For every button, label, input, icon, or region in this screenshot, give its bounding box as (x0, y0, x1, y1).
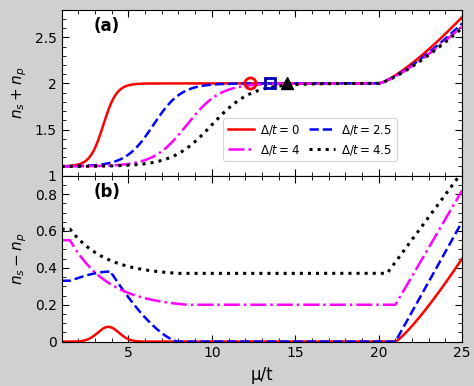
Text: (b): (b) (94, 183, 120, 201)
X-axis label: μ/t: μ/t (251, 366, 273, 384)
Y-axis label: $n_s-n_p$: $n_s-n_p$ (11, 232, 29, 285)
Text: (a): (a) (94, 17, 120, 35)
Y-axis label: $n_s+n_p$: $n_s+n_p$ (10, 66, 29, 119)
Legend: $\Delta/t=0$, $\Delta/t=4$, $\Delta/t=2.5$, $\Delta/t=4.5$: $\Delta/t=0$, $\Delta/t=4$, $\Delta/t=2.… (223, 118, 397, 161)
